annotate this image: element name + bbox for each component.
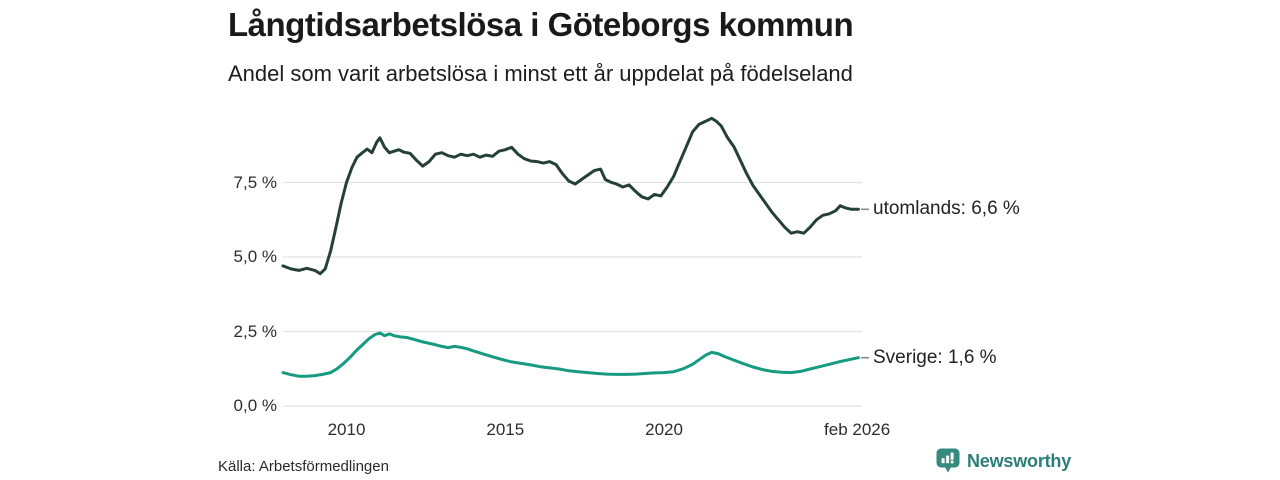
series-line-utomlands <box>281 116 860 276</box>
x-tick-label: feb 2026 <box>824 420 891 439</box>
newsworthy-bubble-chart-icon <box>936 448 960 473</box>
source-note: Källa: Arbetsförmedlingen <box>218 458 389 475</box>
x-tick-label: 2020 <box>645 420 683 439</box>
y-tick-label: 7,5 % <box>233 172 277 192</box>
y-tick-label: 2,5 % <box>233 321 277 341</box>
series-label-utomlands: utomlands: 6,6 % <box>873 198 1020 220</box>
y-tick-label: 5,0 % <box>233 247 277 266</box>
x-tick-label: 2010 <box>327 420 366 439</box>
newsworthy-logo[interactable]: Newsworthy <box>936 448 1071 474</box>
chart-title: Långtidsarbetslösa i Göteborgs kommun <box>228 6 854 43</box>
newsworthy-wordmark: Newsworthy <box>967 450 1072 471</box>
chart-subtitle: Andel som varit arbetslösa i minst ett å… <box>228 61 853 86</box>
series-line-Sverige <box>281 331 860 378</box>
y-tick-label: 0,0 % <box>233 396 277 415</box>
x-tick-label: 2015 <box>486 420 525 439</box>
series-label-Sverige: Sverige: 1,6 % <box>873 346 997 368</box>
